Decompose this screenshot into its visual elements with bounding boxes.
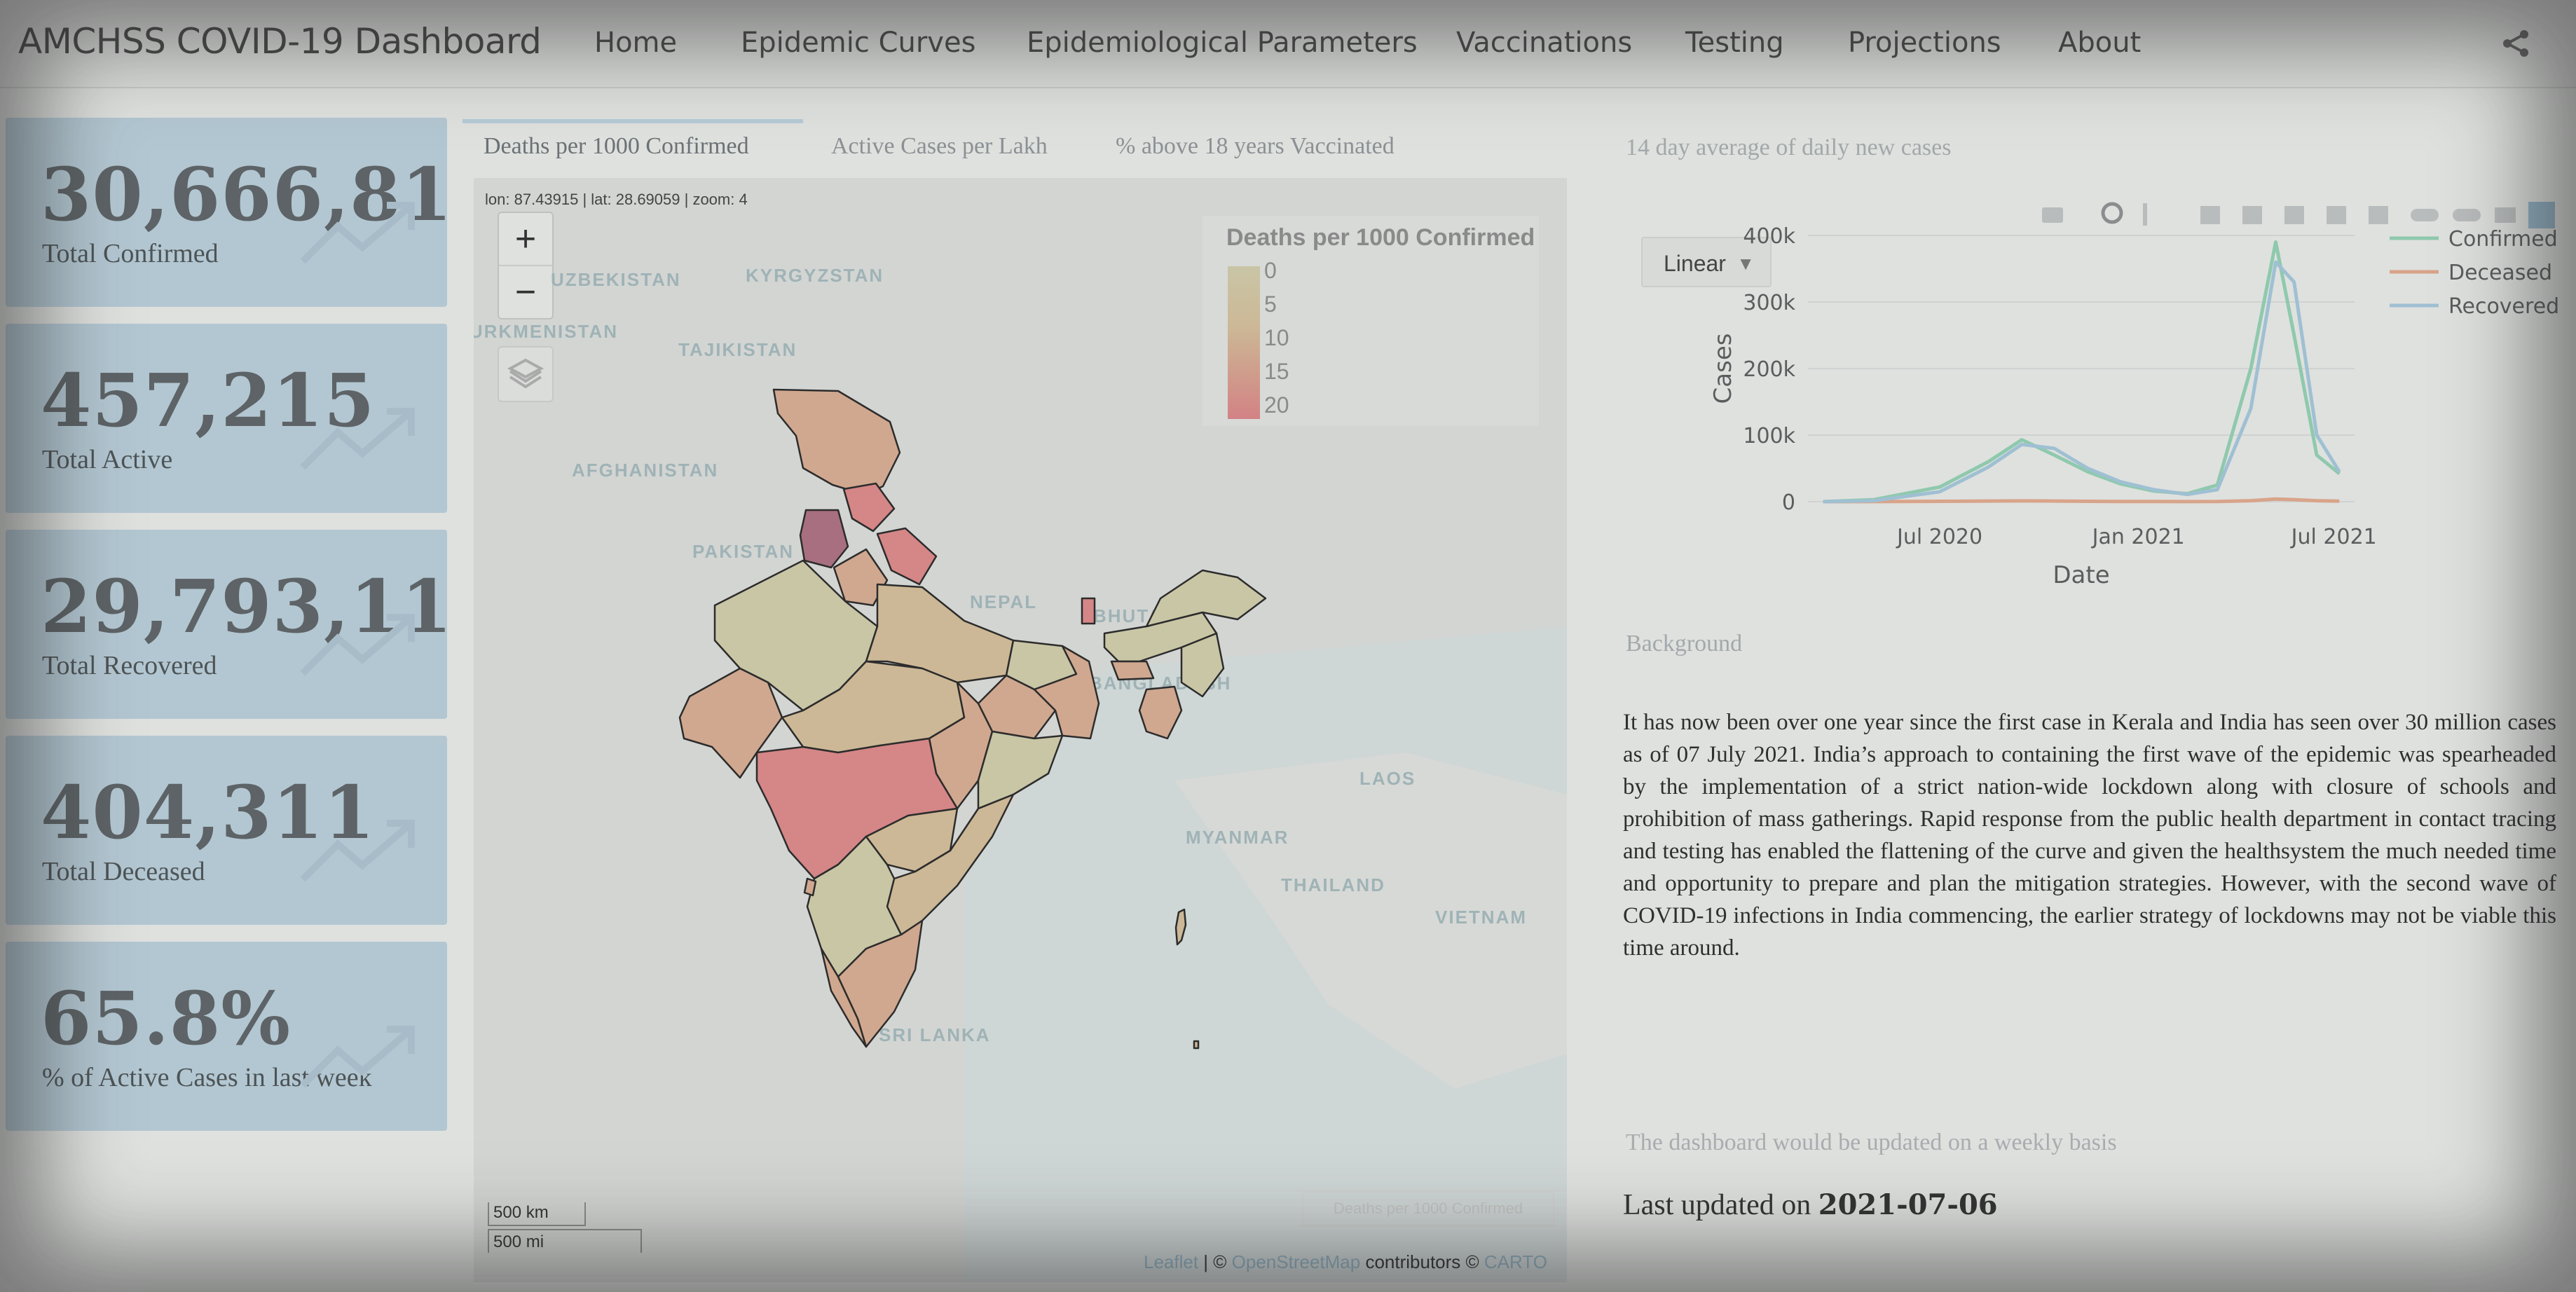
nav-home[interactable]: Home [594,27,677,59]
nav-about[interactable]: About [2058,27,2141,59]
trend-icon [296,401,422,478]
carto-link[interactable]: CARTO [1484,1251,1547,1272]
background-text: It has now been over one year since the … [1623,706,2556,964]
last-updated-date: 2021-07-06 [1818,1188,1998,1221]
stat-card-confirmed: 30,666,811 Total Confirmed [6,118,447,307]
scale-bar-km: 500 km [488,1202,586,1226]
island-andaman [1176,909,1186,944]
y-tick-label: 400k [1743,224,1795,249]
stat-label: Total Confirmed [42,238,219,269]
stat-value: 65.8% [41,975,291,1061]
map-metric-button[interactable]: Deaths per 1000 Confirmed [1302,1191,1554,1226]
state-tripura-mizoram [1139,687,1181,738]
series-line-recovered [1823,262,2340,502]
stat-card-active: 457,215 Total Active [6,324,447,513]
series-line-deceased [1823,499,2340,502]
state-punjab [800,510,848,568]
legend-tick: 0 [1264,258,1277,284]
y-tick-label: 200k [1743,357,1795,382]
share-icon[interactable] [2500,28,2531,59]
last-updated-prefix: Last updated on [1623,1189,1818,1221]
y-tick-label: 100k [1743,424,1795,448]
line-chart[interactable]: 0 100k 200k 300k 400k Jul 2020 Jan 2021 Jul 202… [1696,210,2537,561]
stat-label: Total Active [42,444,172,475]
scale-bar-mi: 500 mi [488,1229,642,1253]
state-meghalaya [1111,661,1153,680]
state-goa [804,879,816,895]
legend-label: Confirmed [2448,227,2558,252]
island-nicobar [1194,1041,1198,1048]
stat-label: Total Recovered [42,650,217,681]
nav-projections[interactable]: Projections [1848,27,2001,59]
navbar: AMCHSS COVID-19 Dashboard Home Epidemic … [0,0,2576,88]
attrib-sep: | © [1198,1251,1232,1272]
trend-icon [296,813,422,890]
stat-card-deceased: 404,311 Total Deceased [6,736,447,925]
legend-title: Deaths per 1000 Confirmed [1226,224,1535,252]
trend-icon [296,1019,422,1096]
trend-icon [296,195,422,272]
stat-label: Total Deceased [42,856,205,887]
y-tick-label: 0 [1782,490,1795,515]
last-updated: Last updated on 2021-07-06 [1623,1188,1998,1222]
update-note: The dashboard would be updated on a week… [1626,1129,2117,1156]
chart-title: 14 day average of daily new cases [1626,135,1951,161]
legend-label: Deceased [2448,261,2552,285]
tab-vaccinated-above-18[interactable]: % above 18 years Vaccinated [1116,133,1395,160]
x-tick-label: Jul 2020 [1896,525,1982,549]
legend-tick: 5 [1264,291,1277,317]
state-sikkim [1082,598,1095,624]
y-tick-label: 300k [1743,291,1795,315]
leaflet-link[interactable]: Leaflet [1144,1251,1198,1272]
stat-card-recovered: 29,793,112 Total Recovered [6,530,447,719]
state-himachal [844,483,894,531]
state-uttarakhand [877,528,936,584]
trend-icon [296,607,422,684]
map-legend: Deaths per 1000 Confirmed 0 5 10 15 20 [1203,216,1539,426]
legend-tick: 15 [1264,359,1289,385]
x-tick-label: Jul 2021 [2290,525,2377,549]
nav-testing[interactable]: Testing [1685,27,1784,59]
x-axis-title: Date [2053,561,2109,589]
tab-deaths-per-1000[interactable]: Deaths per 1000 Confirmed [484,133,749,160]
choropleth-map[interactable]: lon: 87.43915 | lat: 28.69059 | zoom: 4 … [474,178,1567,1282]
osm-link[interactable]: OpenStreetMap [1232,1251,1361,1272]
legend-tick: 10 [1264,325,1289,351]
state-jammu-kashmir [774,390,900,495]
map-attribution: Leaflet | © OpenStreetMap contributors ©… [1144,1251,1547,1273]
legend-tick: 20 [1264,392,1289,418]
brand-title[interactable]: AMCHSS COVID-19 Dashboard [18,21,541,62]
state-odisha [978,731,1062,809]
legend-color-bar [1228,266,1260,419]
x-tick-label: Jan 2021 [2091,525,2185,549]
y-axis-title: Cases [1709,334,1737,404]
stat-card-active-last-week: 65.8% % of Active Cases in last week [6,942,447,1131]
nav-epidemic-curves[interactable]: Epidemic Curves [741,27,975,59]
nav-vaccinations[interactable]: Vaccinations [1456,27,1632,59]
attrib-contrib: contributors © [1360,1251,1484,1272]
background-heading: Background [1626,631,1742,657]
legend-label: Recovered [2448,294,2559,319]
tab-active-per-lakh[interactable]: Active Cases per Lakh [831,133,1048,160]
nav-epidemiological-parameters[interactable]: Epidemiological Parameters [1027,27,1418,59]
active-tab-indicator [463,119,803,123]
